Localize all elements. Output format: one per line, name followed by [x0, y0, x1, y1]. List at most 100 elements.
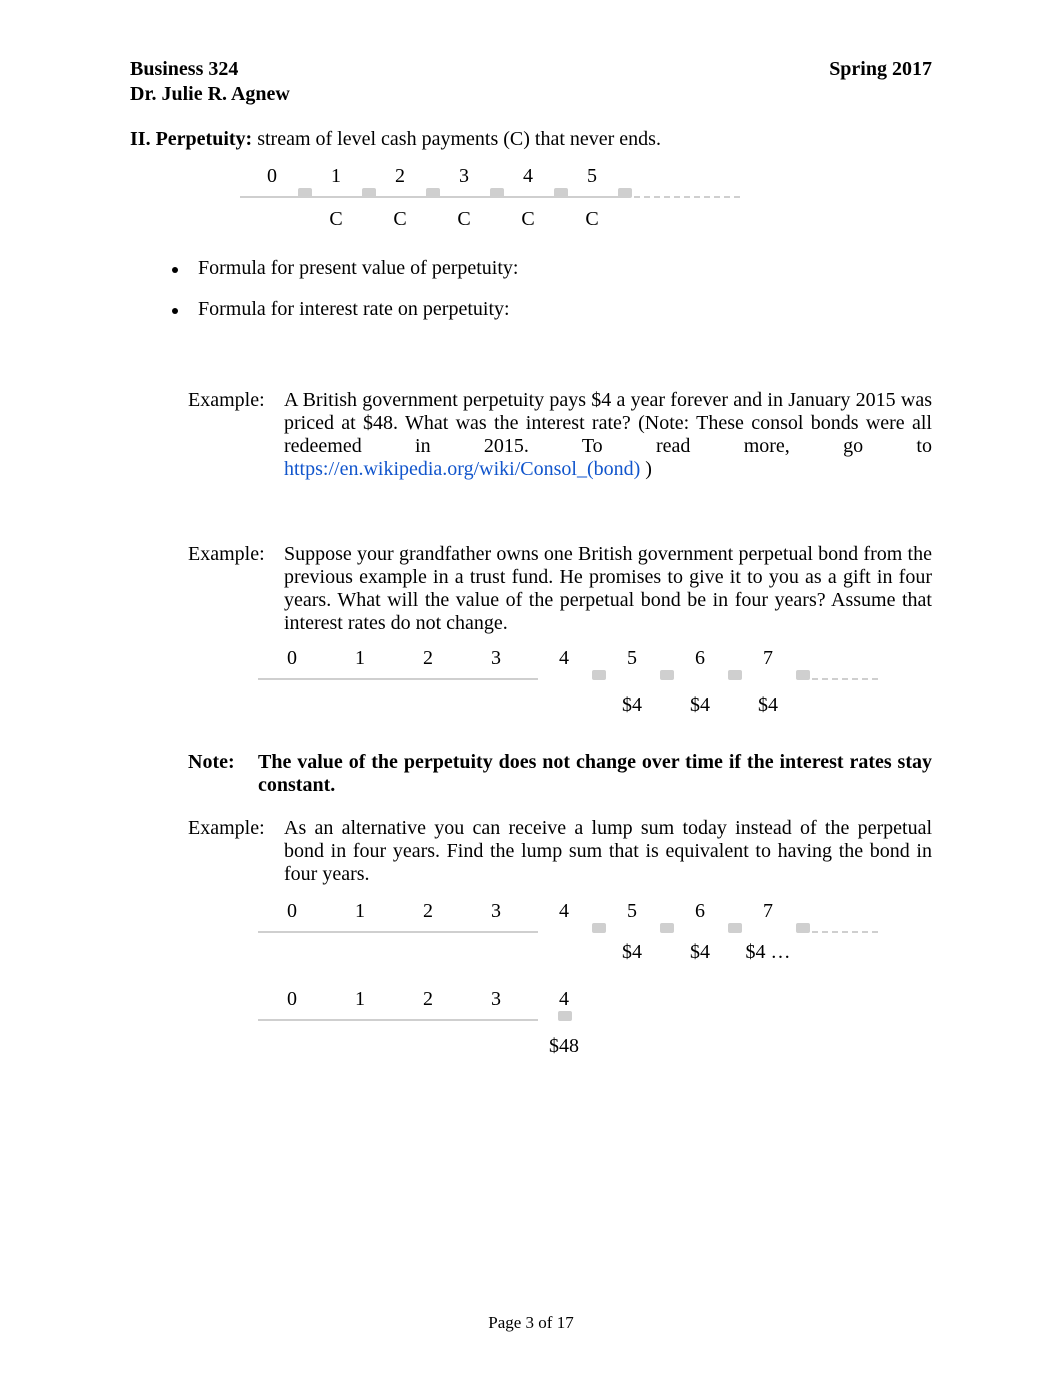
- example-label: Example:: [188, 389, 284, 481]
- section-heading-rest: stream of level cash payments (C) that n…: [252, 128, 661, 150]
- tl-cell: [394, 1035, 462, 1058]
- example-block-2: Example: Suppose your grandfather owns o…: [188, 543, 932, 635]
- timeline-row-payments: $48: [258, 1035, 678, 1058]
- tl-cell: 5: [598, 647, 666, 670]
- tl-cell: [258, 1035, 326, 1058]
- tl-cell: 6: [666, 647, 734, 670]
- timeline-row-periods: 0 1 2 3 4: [258, 988, 678, 1011]
- course-code: Business 324: [130, 58, 238, 81]
- tl-cell: 6: [666, 900, 734, 923]
- tl-cell: [240, 208, 304, 231]
- tl-cell: $4: [666, 941, 734, 964]
- tl-cell: 1: [326, 988, 394, 1011]
- timeline-row-payments: $4 $4 $4: [258, 694, 878, 717]
- example-text: Suppose your grandfather owns one Britis…: [284, 543, 932, 635]
- tl-cell: $4 …: [734, 941, 802, 964]
- tl-cell: [530, 941, 598, 964]
- timeline-example3b: 0 1 2 3 4 $48: [258, 988, 678, 1058]
- tl-cell: 4: [530, 988, 598, 1011]
- timeline-axis: [258, 927, 878, 937]
- example-block-1: Example: A British government perpetuity…: [188, 389, 932, 481]
- tl-cell: 0: [240, 165, 304, 188]
- tl-cell: 2: [394, 647, 462, 670]
- timeline-axis: [258, 674, 878, 684]
- tl-cell: [462, 1035, 530, 1058]
- tl-cell: C: [432, 208, 496, 231]
- tl-cell: 5: [598, 900, 666, 923]
- section-heading-bold: II. Perpetuity:: [130, 128, 252, 150]
- tl-cell: $48: [530, 1035, 598, 1058]
- section-heading: II. Perpetuity: stream of level cash pay…: [130, 128, 932, 151]
- tl-cell: 3: [432, 165, 496, 188]
- tl-cell: C: [368, 208, 432, 231]
- tl-cell: $4: [598, 694, 666, 717]
- timeline-row-payments: $4 $4 $4 …: [258, 941, 878, 964]
- timeline-axis: [240, 192, 740, 202]
- tl-cell: 7: [734, 900, 802, 923]
- page-footer: Page 3 of 17: [0, 1313, 1062, 1333]
- tl-cell: 0: [258, 647, 326, 670]
- tl-cell: 3: [462, 900, 530, 923]
- tl-cell: 2: [394, 900, 462, 923]
- note-label: Note:: [188, 751, 258, 797]
- example-label: Example:: [188, 817, 284, 886]
- tl-cell: [530, 694, 598, 717]
- example-block-3: Example: As an alternative you can recei…: [188, 817, 932, 886]
- example1-post: ): [640, 458, 652, 480]
- tl-cell: C: [496, 208, 560, 231]
- tl-cell: [326, 941, 394, 964]
- tl-cell: 2: [368, 165, 432, 188]
- bullet-item: Formula for present value of perpetuity:: [172, 257, 932, 280]
- tl-cell: [258, 941, 326, 964]
- tl-cell: [462, 694, 530, 717]
- tl-cell: 3: [462, 988, 530, 1011]
- bullet-text: Formula for present value of perpetuity:: [198, 257, 518, 280]
- timeline-perpetuity: 0 1 2 3 4 5 C C C C C: [240, 165, 740, 231]
- example1-pre: A British government perpetuity pays $4 …: [284, 389, 932, 457]
- timeline-example2: 0 1 2 3 4 5 6 7 $4 $4 $4: [258, 647, 878, 717]
- tl-cell: 4: [496, 165, 560, 188]
- tl-cell: 0: [258, 900, 326, 923]
- tl-cell: 7: [734, 647, 802, 670]
- note-text: The value of the perpetuity does not cha…: [258, 751, 932, 797]
- term: Spring 2017: [829, 58, 932, 81]
- timeline-row-periods: 0 1 2 3 4 5 6 7: [258, 647, 878, 670]
- bullet-dot-icon: [172, 267, 178, 273]
- tl-cell: [258, 694, 326, 717]
- bullet-dot-icon: [172, 308, 178, 314]
- consol-bond-link[interactable]: https://en.wikipedia.org/wiki/Consol_(bo…: [284, 458, 640, 480]
- tl-cell: [394, 694, 462, 717]
- timeline-row-payments: C C C C C: [240, 208, 740, 231]
- tl-cell: 4: [530, 647, 598, 670]
- tl-cell: [326, 1035, 394, 1058]
- tl-cell: C: [304, 208, 368, 231]
- tl-cell: [326, 694, 394, 717]
- page: Business 324 Spring 2017 Dr. Julie R. Ag…: [0, 0, 1062, 1377]
- bullet-list: Formula for present value of perpetuity:…: [172, 257, 932, 321]
- tl-cell: 0: [258, 988, 326, 1011]
- example-label: Example:: [188, 543, 284, 635]
- tl-cell: 2: [394, 988, 462, 1011]
- tl-cell: [462, 941, 530, 964]
- timeline-axis: [258, 1015, 678, 1025]
- tl-cell: $4: [598, 941, 666, 964]
- tl-cell: 5: [560, 165, 624, 188]
- bullet-text: Formula for interest rate on perpetuity:: [198, 298, 510, 321]
- tl-cell: 1: [304, 165, 368, 188]
- timeline-row-periods: 0 1 2 3 4 5: [240, 165, 740, 188]
- page-header: Business 324 Spring 2017: [130, 58, 932, 81]
- tl-cell: 3: [462, 647, 530, 670]
- note-block: Note: The value of the perpetuity does n…: [188, 751, 932, 797]
- tl-cell: 1: [326, 900, 394, 923]
- instructor-name: Dr. Julie R. Agnew: [130, 83, 932, 106]
- bullet-item: Formula for interest rate on perpetuity:: [172, 298, 932, 321]
- timeline-example3a: 0 1 2 3 4 5 6 7 $4 $4 $4 …: [258, 900, 878, 964]
- tl-cell: $4: [734, 694, 802, 717]
- example-text: A British government perpetuity pays $4 …: [284, 389, 932, 481]
- tl-cell: [394, 941, 462, 964]
- tl-cell: 4: [530, 900, 598, 923]
- timeline-row-periods: 0 1 2 3 4 5 6 7: [258, 900, 878, 923]
- tl-cell: C: [560, 208, 624, 231]
- tl-cell: $4: [666, 694, 734, 717]
- tl-cell: 1: [326, 647, 394, 670]
